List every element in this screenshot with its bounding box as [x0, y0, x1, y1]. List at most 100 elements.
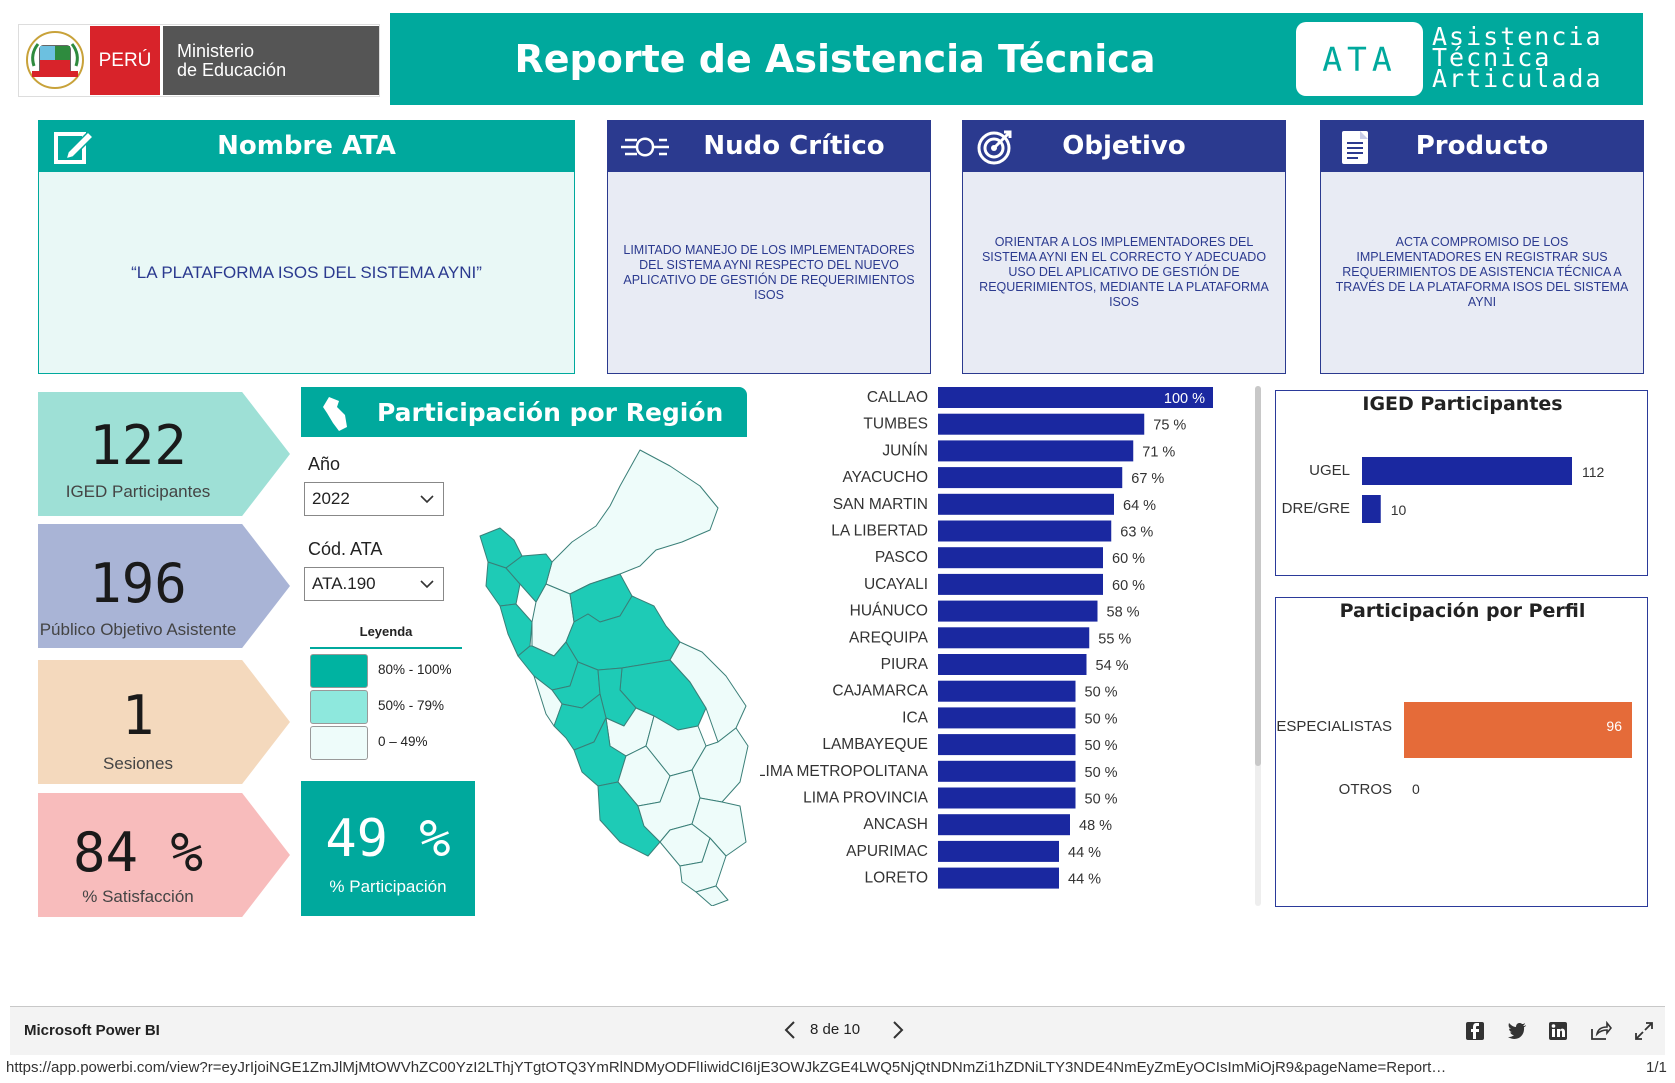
edit-icon [52, 128, 96, 166]
region-bar-label: CALLAO [867, 389, 928, 406]
legend-title: Leyenda [359, 624, 413, 639]
year-filter-label: Año [308, 454, 341, 474]
chevron-down-icon [419, 576, 435, 592]
region-bar-label: LIMA PROVINCIA [803, 790, 929, 807]
year-filter-select[interactable]: 2022 [304, 482, 444, 516]
kpi-iged-label: IGED Participantes [65, 482, 211, 501]
chevron-right-icon[interactable] [886, 1019, 908, 1041]
card-objetivo-header: Objetivo [962, 120, 1286, 172]
region-bar [938, 387, 1213, 408]
powerbi-footer: Microsoft Power BI 8 de 10 [10, 1006, 1665, 1055]
ata-subtitle: Asistencia Técnica Articulada [1432, 22, 1632, 96]
region-bar-chart: CALLAO 100 % TUMBES 75 % JUNÍN 71 % AYACUCHO 67… [757, 386, 1240, 906]
region-bar-value: 75 % [1153, 418, 1186, 434]
kpi-iged-participantes: 122 IGED Participantes [38, 392, 290, 516]
region-bar [938, 627, 1090, 649]
facebook-icon[interactable] [1465, 1021, 1485, 1041]
code-filter-label: Cód. ATA [308, 539, 383, 559]
region-bar [938, 787, 1076, 809]
region-bar-value: 50 % [1085, 792, 1118, 808]
region-bar-value: 67 % [1131, 471, 1164, 487]
card-nudo-critico: Nudo Crítico LIMITADO MANEJO DE LOS IMPL… [607, 120, 931, 374]
chevron-left-icon[interactable] [780, 1019, 802, 1041]
card-nudo-title: Nudo Crítico [703, 131, 885, 161]
kpi-sesiones: 1 Sesiones [38, 660, 290, 784]
region-bar-value: 58 % [1107, 605, 1140, 621]
region-bar-value: 50 % [1085, 711, 1118, 727]
kpi-sesiones-value: 1 [121, 684, 155, 747]
region-bar-label: SAN MARTIN [833, 496, 928, 513]
region-bar-label: AREQUIPA [849, 629, 929, 646]
card-nombre-title: Nombre ATA [217, 131, 396, 161]
iged-panel-title: IGED Participantes [1362, 393, 1563, 415]
peru-region-map[interactable] [470, 446, 780, 907]
linkedin-icon[interactable] [1548, 1021, 1568, 1041]
region-bar-value: 60 % [1112, 551, 1145, 567]
card-nombre-ata: Nombre ATA “LA PLATAFORMA ISOS DEL SISTE… [38, 120, 575, 374]
region-bar [938, 814, 1070, 836]
card-producto: Producto ACTA COMPROMISO DE LOS IMPLEMEN… [1320, 120, 1644, 374]
ata-subtitle-line1: Asistencia [1432, 22, 1603, 51]
iged-participantes-panel: IGED Participantes UGEL 112 DRE/GRE 10 [1275, 390, 1648, 576]
region-bar-value: 44 % [1068, 872, 1101, 888]
fullscreen-icon[interactable] [1634, 1021, 1654, 1041]
participation-kpi: 49 % % Participación [301, 781, 475, 916]
region-chart-scrollbar-thumb[interactable] [1255, 386, 1261, 766]
region-bar-value: 100 % [1164, 391, 1205, 407]
region-bar [938, 600, 1098, 622]
region-bar-label: PASCO [875, 549, 928, 566]
page-indicator: 8 de 10 [810, 1021, 861, 1038]
ata-badge: ATA [1296, 22, 1423, 96]
document-icon [1334, 128, 1378, 166]
legend-divider [310, 647, 462, 649]
region-bar [938, 467, 1123, 489]
code-filter-value: ATA.190 [312, 574, 376, 593]
logo-ministerio-line2: de Educación [177, 59, 287, 80]
powerbi-brand: Microsoft Power BI [24, 1022, 160, 1039]
region-bar-value: 71 % [1142, 444, 1175, 460]
share-icon[interactable] [1590, 1020, 1613, 1041]
iged-bar-label: UGEL [1309, 462, 1350, 479]
region-bar-label: JUNÍN [882, 442, 928, 459]
region-bar-value: 64 % [1123, 498, 1156, 514]
card-nudo-text: LIMITADO MANEJO DE LOS IMPLEMENTADORES D… [607, 172, 931, 374]
kpi-publico-value: 196 [89, 552, 187, 615]
legend-label-low: 0 – 49% [378, 734, 428, 749]
region-bar-label: CAJAMARCA [832, 683, 928, 700]
region-bar-label: PIURA [881, 656, 929, 673]
region-chart-scrollbar[interactable] [1255, 386, 1261, 906]
card-nudo-header: Nudo Crítico [607, 120, 931, 172]
peru-crest-icon [20, 26, 90, 95]
region-bar [938, 493, 1114, 515]
region-bar [938, 547, 1103, 569]
legend-swatch-low [310, 726, 368, 760]
region-bar-label: LIMA METROPOLITANA [760, 763, 929, 780]
iged-bar [1362, 495, 1381, 523]
region-bar-value: 48 % [1079, 818, 1112, 834]
region-bar-value: 50 % [1085, 738, 1118, 754]
participation-value: 49 % [325, 809, 451, 869]
perfil-bar [1404, 702, 1632, 758]
perfil-bar-value: 0 [1412, 781, 1420, 797]
kpi-publico-objetivo: 196 Público Objetivo Asistente [38, 524, 290, 648]
region-bar-label: APURIMAC [846, 843, 928, 860]
target-icon [976, 128, 1020, 166]
code-filter-select[interactable]: ATA.190 [304, 567, 444, 601]
perfil-bar-chart: ESPECIALISTAS 96 OTROS 0 [1276, 702, 1632, 798]
region-bar-label: AYACUCHO [842, 469, 928, 486]
region-bar [938, 654, 1087, 675]
region-bar-label: HUÁNUCO [850, 603, 928, 620]
perfil-panel-title: Participación por Perfil [1339, 600, 1586, 622]
header-band [390, 13, 1643, 105]
iged-bar-label: DRE/GRE [1282, 500, 1350, 517]
perfil-bar-label: ESPECIALISTAS [1276, 718, 1392, 735]
logo-ministerio-line1: Ministerio [177, 40, 255, 61]
chevron-down-icon [419, 491, 435, 507]
region-panel-header: Participación por Región [301, 387, 747, 437]
twitter-icon[interactable] [1507, 1021, 1527, 1041]
card-nombre-text: “LA PLATAFORMA ISOS DEL SISTEMA AYNI” [38, 172, 575, 374]
kpi-satisfaccion-value: 84 % [72, 821, 204, 884]
legend-swatch-high [310, 654, 368, 688]
region-panel-title: Participación por Región [377, 397, 724, 427]
region-bar-label: LA LIBERTAD [831, 523, 928, 540]
